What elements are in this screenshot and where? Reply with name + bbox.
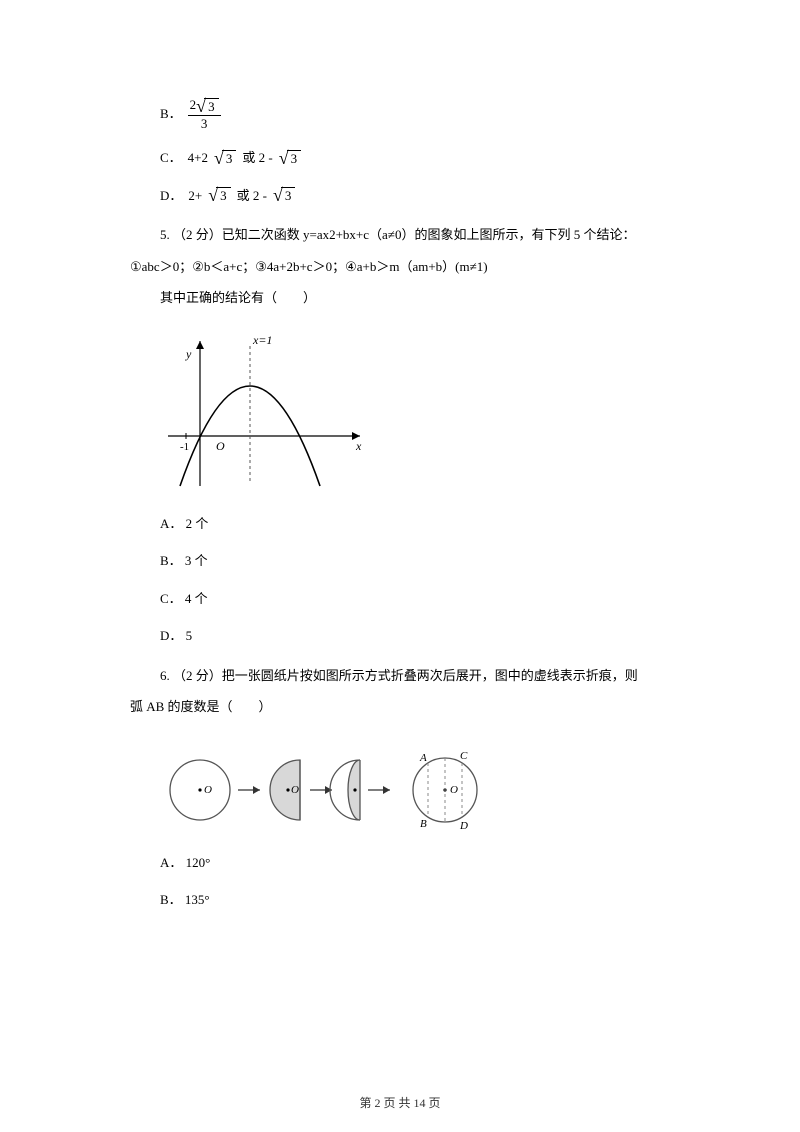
q6-option-a: A． 120° xyxy=(160,853,690,873)
option-b-label: B． xyxy=(160,104,182,124)
option-d: D． 2+ √3 或 2 - √3 xyxy=(160,186,690,206)
svg-text:O: O xyxy=(204,784,212,796)
fold-diagram: O O O xyxy=(160,735,520,835)
frac-den: 3 xyxy=(199,116,210,130)
sqrt-icon: √3 xyxy=(196,98,218,114)
option-b-fraction: 2√3 3 xyxy=(188,98,221,130)
question-6-line1: 6. （2 分）把一张圆纸片按如图所示方式折叠两次后展开，图中的虚线表示折痕，则 xyxy=(160,666,690,686)
option-d-p1: 2+ xyxy=(188,186,202,206)
svg-text:B: B xyxy=(420,818,427,830)
sqrt-icon: √3 xyxy=(214,150,236,166)
svg-text:O: O xyxy=(291,784,299,796)
option-c-label: C． xyxy=(160,148,182,168)
question-5-line2: ①abc＞0；②b＜a+c；③4a+2b+c＞0；④a+b＞m（am+b）(m≠… xyxy=(130,257,690,277)
option-d-mid: 或 2 - xyxy=(237,186,267,206)
svg-text:x=1: x=1 xyxy=(252,333,272,347)
question-6-line2: 弧 AB 的度数是（ ） xyxy=(130,697,690,717)
q5-option-c: C． 4 个 xyxy=(160,589,690,609)
question-5-prompt: 其中正确的结论有（ ） xyxy=(160,288,690,308)
q5-option-b: B． 3 个 xyxy=(160,551,690,571)
svg-text:O: O xyxy=(450,784,458,796)
option-d-label: D． xyxy=(160,186,182,206)
svg-text:-1: -1 xyxy=(180,441,189,453)
svg-text:A: A xyxy=(419,752,427,764)
svg-text:C: C xyxy=(460,750,468,762)
option-c-mid: 或 2 - xyxy=(242,148,272,168)
page-footer: 第 2 页 共 14 页 xyxy=(0,1094,800,1112)
svg-text:y: y xyxy=(185,347,192,361)
sqrt-icon: √3 xyxy=(208,187,230,203)
svg-text:x: x xyxy=(355,439,362,453)
sqrt-icon: √3 xyxy=(273,187,295,203)
option-c-p1: 4+2 xyxy=(188,148,208,168)
q6-figure: O O O xyxy=(160,735,690,835)
option-c: C． 4+2 √3 或 2 - √3 xyxy=(160,148,690,168)
option-b: B． 2√3 3 xyxy=(160,98,690,130)
q6-option-b: B． 135° xyxy=(160,890,690,910)
svg-text:O: O xyxy=(216,439,225,453)
q5-option-d: D． 5 xyxy=(160,626,690,646)
question-5-line1: 5. （2 分）已知二次函数 y=ax2+bx+c（a≠0）的图象如上图所示，有… xyxy=(160,225,690,245)
svg-text:D: D xyxy=(459,820,468,832)
q5-option-a: A． 2 个 xyxy=(160,514,690,534)
sqrt-icon: √3 xyxy=(279,150,301,166)
parabola-graph: x=1 y x O -1 xyxy=(160,326,370,496)
q5-figure: x=1 y x O -1 xyxy=(160,326,690,496)
